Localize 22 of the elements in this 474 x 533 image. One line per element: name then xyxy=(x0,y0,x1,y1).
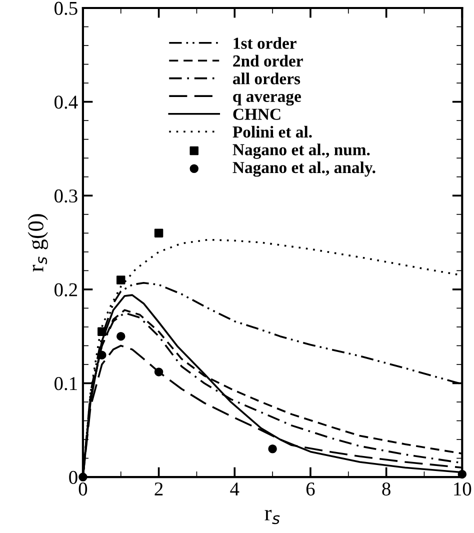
legend-label: 2nd order xyxy=(233,54,303,67)
x-tick-label: 0 xyxy=(78,482,88,496)
y-tick-label: 0.2 xyxy=(54,283,78,296)
y-axis-title: r$_{s}$ g(0) xyxy=(28,214,48,272)
y-tick-label: 0 xyxy=(69,470,78,484)
legend-label: Nagano et al., analy. xyxy=(232,161,376,177)
x-tick-label: 6 xyxy=(306,482,315,496)
x-tick-label: 8 xyxy=(382,482,390,496)
legend-label: Polini et al. xyxy=(232,126,312,138)
legend-label: Nagano et al., num. xyxy=(232,144,370,159)
y-tick-label: 0.1 xyxy=(54,377,77,390)
legend-label: 1st order xyxy=(234,37,296,49)
legend-label: all orders xyxy=(232,72,300,84)
x-tick-label: 4 xyxy=(230,482,240,496)
legend-label: CHNC xyxy=(233,108,280,120)
legend-label: q average xyxy=(233,93,301,106)
x-tick-label: 10 xyxy=(454,482,472,496)
y-tick-label: 0.4 xyxy=(54,96,78,109)
y-tick-label: 0.5 xyxy=(54,2,78,16)
y-tick-label: 0.3 xyxy=(54,189,78,203)
x-tick-label: 2 xyxy=(154,482,163,496)
x-axis-title: r$_{s}$ xyxy=(264,510,280,524)
